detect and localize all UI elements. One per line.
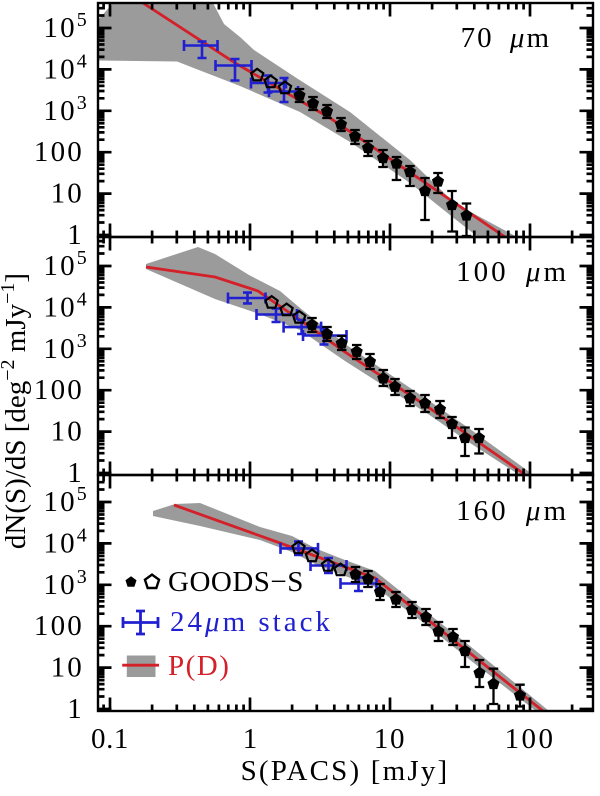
svg-text:0.1: 0.1 <box>91 723 129 755</box>
svg-text:1: 1 <box>67 693 84 725</box>
svg-text:24μm stack: 24μm stack <box>170 606 333 638</box>
svg-text:S(PACS) [mJy]: S(PACS) [mJy] <box>241 755 450 787</box>
svg-text:100 μm: 100 μm <box>456 256 569 288</box>
svg-text:100: 100 <box>34 610 84 642</box>
svg-text:100: 100 <box>34 374 84 406</box>
svg-text:P(D): P(D) <box>168 650 230 682</box>
svg-text:GOODS−S: GOODS−S <box>168 566 304 598</box>
svg-text:dN(S)/dS [deg−2 mJy−1]: dN(S)/dS [deg−2 mJy−1] <box>0 273 32 549</box>
svg-text:10: 10 <box>51 652 84 684</box>
svg-text:160 μm: 160 μm <box>456 495 569 527</box>
svg-text:1: 1 <box>67 219 84 251</box>
svg-text:100: 100 <box>34 136 84 168</box>
svg-text:103: 103 <box>43 566 89 601</box>
svg-text:100: 100 <box>505 723 556 755</box>
svg-text:10: 10 <box>374 723 406 755</box>
svg-text:1: 1 <box>243 723 258 755</box>
svg-text:10: 10 <box>51 178 84 210</box>
svg-text:1: 1 <box>67 457 84 489</box>
svg-text:10: 10 <box>51 416 84 448</box>
